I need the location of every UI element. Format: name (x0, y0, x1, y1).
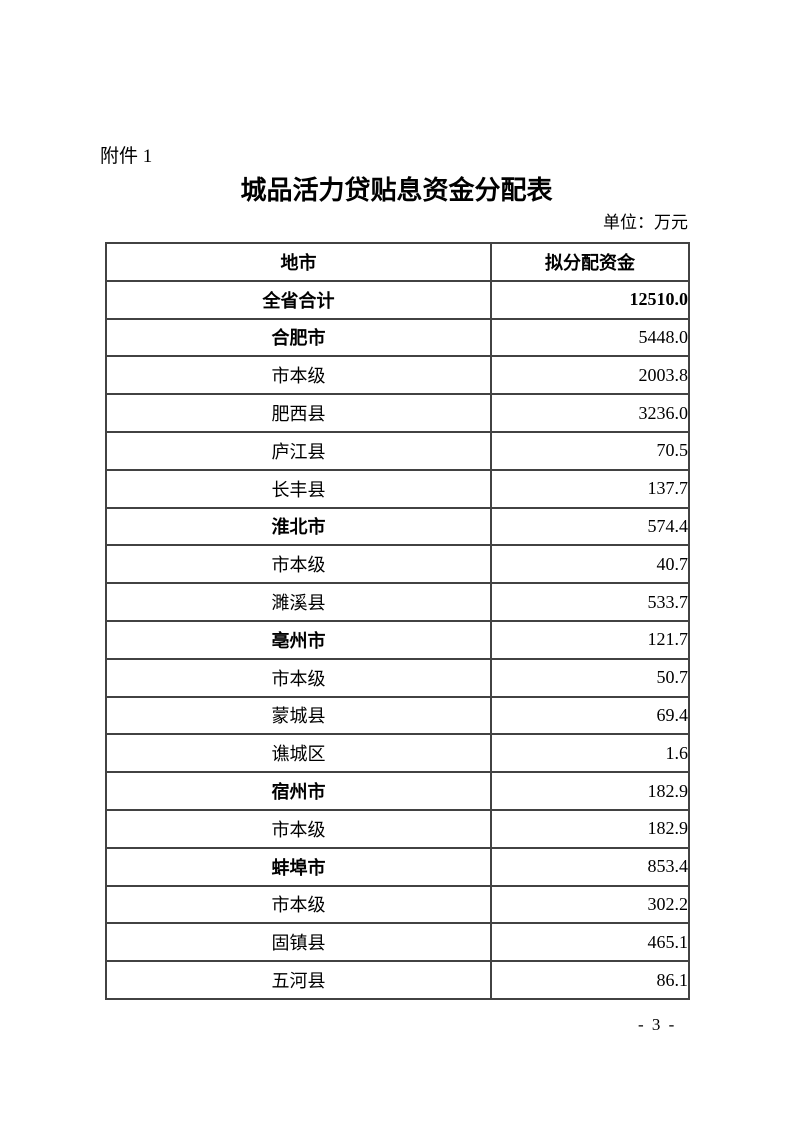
amount-cell: 121.7 (490, 619, 690, 660)
unit-label: 单位：万元 (603, 213, 688, 232)
amount-cell: 70.5 (490, 430, 690, 471)
table-row: 宿州市 182.9 (105, 771, 690, 811)
column-header-amount: 拟分配资金 (490, 242, 690, 282)
amount-cell: 533.7 (490, 582, 690, 622)
table-row: 合肥市 5448.0 (105, 317, 690, 358)
amount-cell: 69.4 (490, 695, 690, 736)
amount-cell: 50.7 (490, 657, 690, 698)
region-cell: 谯城区 (105, 733, 492, 774)
table-row: 谯城区 1.6 (105, 733, 690, 774)
region-cell: 庐江县 (105, 430, 492, 471)
amount-cell: 574.4 (490, 506, 690, 547)
amount-cell: 1.6 (490, 733, 690, 774)
region-cell: 宿州市 (105, 771, 492, 811)
table-row: 市本级 50.7 (105, 657, 690, 698)
allocation-table: 地市 拟分配资金 全省合计 12510.0 合肥市 5448.0 市本级 2003.8 肥西… (105, 242, 690, 1000)
amount-cell: 182.9 (490, 808, 690, 849)
column-header-region: 地市 (105, 242, 492, 282)
region-cell: 市本级 (105, 355, 492, 396)
amount-cell: 137.7 (490, 468, 690, 509)
region-cell: 固镇县 (105, 922, 492, 963)
table-row: 全省合计 12510.0 (105, 279, 690, 320)
table-row: 庐江县 70.5 (105, 430, 690, 471)
table-row: 肥西县 3236.0 (105, 393, 690, 433)
amount-cell: 3236.0 (490, 393, 690, 433)
page-number: - 3 - (638, 1015, 677, 1034)
region-cell: 五河县 (105, 960, 492, 1000)
region-cell: 合肥市 (105, 317, 492, 358)
table-row: 市本级 2003.8 (105, 355, 690, 396)
allocation-table-body: 地市 拟分配资金 全省合计 12510.0 合肥市 5448.0 市本级 2003.8 肥西… (105, 242, 690, 1000)
page-title: 城品活力贷贴息资金分配表 (240, 176, 553, 205)
region-cell: 长丰县 (105, 468, 492, 509)
region-cell: 市本级 (105, 884, 492, 925)
table-row: 五河县 86.1 (105, 960, 690, 1000)
amount-cell: 182.9 (490, 771, 690, 811)
amount-cell: 465.1 (490, 922, 690, 963)
amount-cell: 5448.0 (490, 317, 690, 358)
table-row: 亳州市 121.7 (105, 619, 690, 660)
amount-cell: 853.4 (490, 846, 690, 887)
attachment-label: 附件 1 (100, 146, 153, 167)
region-cell: 全省合计 (105, 279, 492, 320)
region-cell: 市本级 (105, 808, 492, 849)
table-row: 长丰县 137.7 (105, 468, 690, 509)
region-cell: 濉溪县 (105, 582, 492, 622)
table-row: 淮北市 574.4 (105, 506, 690, 547)
region-cell: 淮北市 (105, 506, 492, 547)
amount-cell: 2003.8 (490, 355, 690, 396)
table-row: 蚌埠市 853.4 (105, 846, 690, 887)
region-cell: 市本级 (105, 657, 492, 698)
region-cell: 蒙城县 (105, 695, 492, 736)
region-cell: 肥西县 (105, 393, 492, 433)
region-cell: 亳州市 (105, 619, 492, 660)
table-row: 濉溪县 533.7 (105, 582, 690, 622)
amount-cell: 12510.0 (490, 279, 690, 320)
amount-cell: 302.2 (490, 884, 690, 925)
table-row: 蒙城县 69.4 (105, 695, 690, 736)
table-row: 固镇县 465.1 (105, 922, 690, 963)
table-row: 市本级 302.2 (105, 884, 690, 925)
table-header-row: 地市 拟分配资金 (105, 242, 690, 282)
amount-cell: 86.1 (490, 960, 690, 1000)
table-row: 市本级 40.7 (105, 544, 690, 585)
amount-cell: 40.7 (490, 544, 690, 585)
region-cell: 市本级 (105, 544, 492, 585)
region-cell: 蚌埠市 (105, 846, 492, 887)
table-row: 市本级 182.9 (105, 808, 690, 849)
